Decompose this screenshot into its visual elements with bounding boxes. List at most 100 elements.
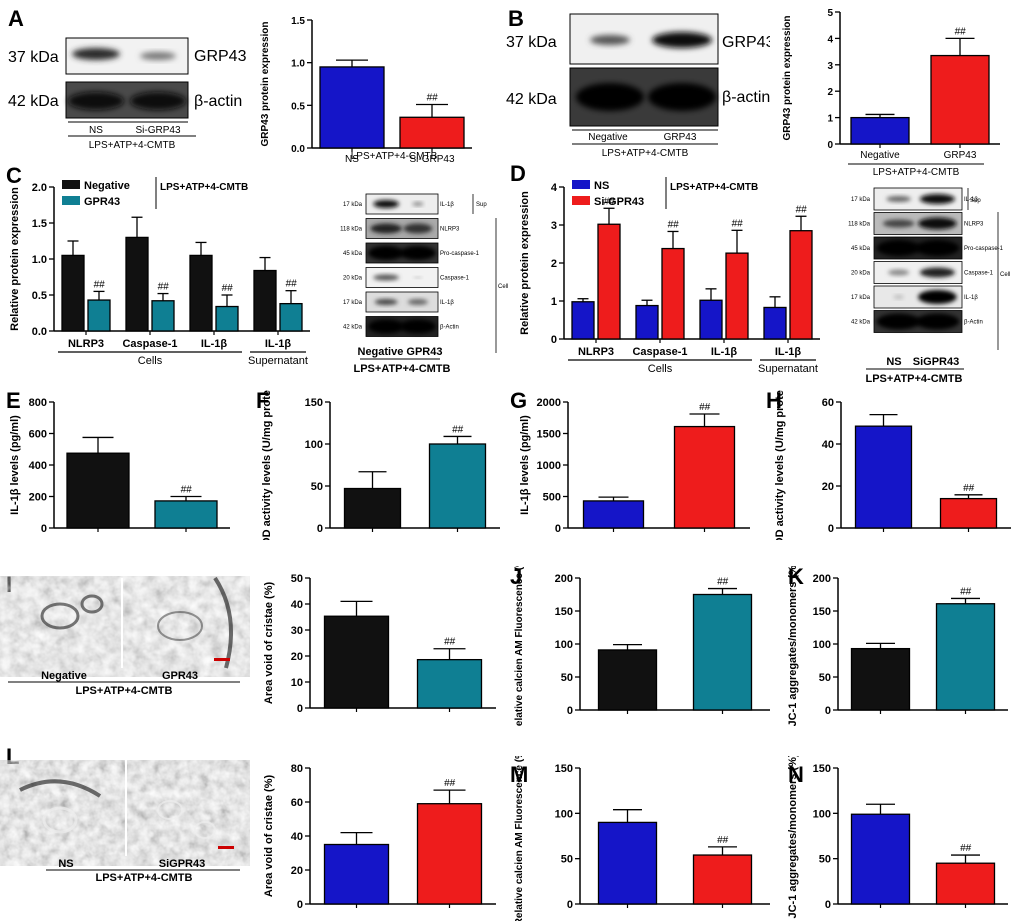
- blot-kda-0: 17 kDa: [343, 202, 363, 208]
- chart-f-ytick-label-0: 0: [317, 523, 323, 535]
- blot-protein-3: Caspase-1: [964, 271, 994, 277]
- chart-j-ytick-label-2: 100: [555, 639, 573, 651]
- chart-l-ytick-label-4: 80: [291, 763, 303, 775]
- chart-f-bar-1: [428, 443, 487, 529]
- chart-d-ytick-label-2: 2: [551, 258, 557, 270]
- micrograph-l: NS SiGPR43 LPS+ATP+4-CMTB: [8, 760, 242, 882]
- blot-band-3-1: [919, 267, 955, 278]
- blot-band-1-0: [882, 219, 915, 228]
- chart-m-ylabel: Relative calcien AM Fluorescence (%): [514, 756, 525, 921]
- chart-m: 0 50 100 150 Relative calcien AM Fluorescenc…: [514, 756, 770, 921]
- blot-c-lanes: Negative GPR43: [358, 346, 443, 358]
- chart-b-ylabel: GRP43 protein expression: [782, 15, 793, 140]
- chart-c-annotation-1-3: ##: [285, 279, 297, 290]
- blot-band-0-0: [886, 196, 911, 202]
- chart-a-category-1: Si-GRP43: [409, 154, 454, 165]
- chart-c-bar-0-0: [61, 254, 85, 332]
- chart-k-ytick-label-2: 100: [813, 639, 831, 651]
- blot-strip-3: [873, 261, 963, 284]
- chart-k-bar-0: [850, 647, 911, 711]
- chart-k-bar-1: [935, 603, 996, 711]
- chart-e-bar-1: [154, 500, 218, 529]
- chart-h: 0 20 40 60 SOD activity levels (U/mg protein…: [774, 390, 1011, 540]
- blot-b-band-3: [576, 83, 644, 111]
- chart-g-ytick-label-2: 1000: [537, 460, 561, 472]
- chart-c-ylabel: Relative protein expression: [9, 187, 21, 331]
- chart-h-bar-0: [854, 425, 913, 529]
- chart-a-ytick-label-2: 1.0: [291, 59, 305, 70]
- panel-label-b: B: [508, 6, 524, 31]
- blot-c-sup-label: Sup: [476, 202, 487, 208]
- chart-c-bar-0-3: [253, 269, 277, 332]
- chart-g-bar-1: [673, 425, 736, 529]
- chart-b-category-1: GRP43: [944, 150, 977, 161]
- blot-kda-2: 45 kDa: [851, 246, 871, 252]
- chart-f-ylabel: SOD activity levels (U/mg protein): [261, 390, 273, 540]
- blot-d: 17 kDa IL-1β 118 kDa NLRP3 45 kDa Pro-caspase…: [848, 187, 1010, 385]
- chart-k-ylabel: JC-1 aggregates/monomers (%): [787, 566, 799, 726]
- chart-j-ytick-label-0: 0: [567, 705, 573, 717]
- chart-l-ytick-label-2: 40: [291, 831, 303, 843]
- blot-a-name-1: GRP43: [194, 48, 247, 65]
- chart-d-bar-0-0: [571, 301, 595, 340]
- chart-a-bar-1: [399, 116, 465, 149]
- chart-c-category-0: NLRP3: [68, 338, 104, 350]
- chart-d-annotation-1-0: ##: [603, 196, 615, 207]
- chart-l-ytick-label-1: 20: [291, 865, 303, 877]
- blot-kda-2: 45 kDa: [343, 251, 363, 257]
- micrograph-i-image: [8, 578, 240, 668]
- chart-d-group-label-1: Supernatant: [758, 363, 818, 375]
- chart-l-bar-0: [323, 843, 390, 905]
- chart-n-ytick-label-3: 150: [813, 763, 831, 775]
- chart-a-bar-0: [319, 66, 385, 149]
- chart-d-bar-1-1: [661, 247, 685, 340]
- chart-b: 0 1 2 3 4 5 GRP43 protein expression Negative ##…: [782, 8, 1000, 178]
- blot-protein-5: β-Actin: [964, 320, 983, 326]
- blot-b-kda-2: 42 kDa: [506, 91, 557, 108]
- blot-kda-0: 17 kDa: [851, 197, 871, 203]
- blot-strip-4: [365, 291, 439, 313]
- chart-d-legend-label-1: Si-GPR43: [594, 196, 644, 208]
- chart-b-annotation-1: ##: [954, 26, 966, 37]
- chart-c-bar-1-2: [215, 305, 239, 332]
- blot-a-condition: LPS+ATP+4-CMTB: [89, 140, 176, 151]
- chart-d-ytick-label-4: 4: [551, 182, 558, 194]
- chart-f-bar-0: [343, 487, 402, 529]
- chart-c-legend-title: LPS+ATP+4-CMTB: [160, 182, 248, 193]
- chart-n-bar-1: [935, 862, 996, 905]
- blot-d-cell-label: Cell: [1000, 272, 1010, 278]
- chart-m-bar-1: [692, 854, 753, 905]
- blot-protein-2: Pro-caspase-1: [964, 246, 1004, 252]
- chart-d-category-0: NLRP3: [578, 346, 614, 358]
- chart-n-ytick-label-1: 50: [819, 854, 831, 866]
- chart-d-category-3: IL-1β: [775, 346, 802, 358]
- chart-a-group-label-0: LPS+ATP+4-CMTB: [351, 151, 438, 162]
- blot-b-name-1: GRP43: [722, 34, 770, 51]
- chart-h-annotation-1: ##: [963, 483, 975, 494]
- chart-f-annotation-1: ##: [452, 424, 464, 435]
- chart-l-ylabel: Area void of cristae (%): [263, 775, 275, 898]
- blot-protein-0: IL-1β: [964, 197, 978, 203]
- micrograph-l-lane-2: SiGPR43: [159, 858, 205, 870]
- blot-b-kda-1: 37 kDa: [506, 34, 557, 51]
- chart-d-legend-label-0: NS: [594, 180, 609, 192]
- chart-n-ytick-label-0: 0: [825, 899, 831, 911]
- chart-d-bar-1-3: [789, 230, 813, 340]
- chart-d-ytick-label-1: 1: [551, 296, 557, 308]
- chart-g-bar-0: [582, 500, 645, 529]
- chart-c-legend-swatch-0: [62, 180, 80, 189]
- micrograph-i: Negative GPR43 LPS+ATP+4-CMTB: [8, 576, 240, 696]
- chart-d-bar-0-1: [635, 304, 659, 340]
- chart-c-bar-1-0: [87, 299, 111, 332]
- chart-j-ytick-label-4: 200: [555, 573, 573, 585]
- chart-k-ytick-label-1: 50: [819, 672, 831, 684]
- chart-j-ytick-label-1: 50: [561, 672, 573, 684]
- blot-d-sup-label: Sup: [970, 198, 981, 204]
- chart-g-ytick-label-3: 1500: [537, 429, 561, 441]
- panel-label-a: A: [8, 6, 24, 31]
- chart-i-bar-1: [416, 658, 483, 709]
- chart-k-ytick-label-0: 0: [825, 705, 831, 717]
- blot-c-condition: LPS+ATP+4-CMTB: [354, 363, 451, 375]
- chart-d-group-label-0: Cells: [648, 363, 673, 375]
- blot-a-band-4: [130, 92, 186, 110]
